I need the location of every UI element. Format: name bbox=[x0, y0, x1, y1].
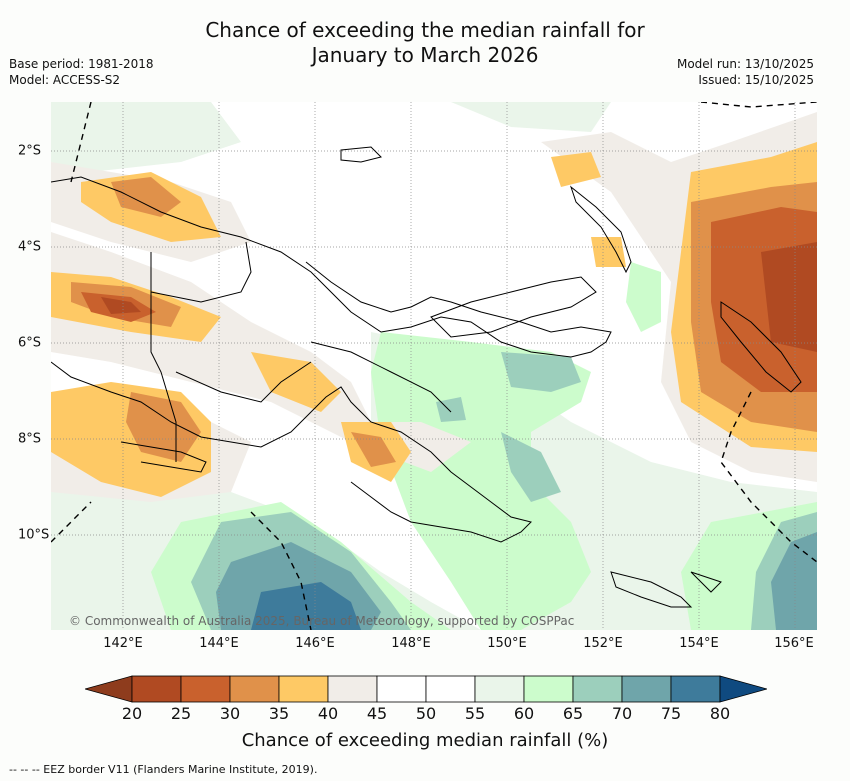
shade-70-southeast bbox=[771, 532, 817, 630]
y-tick-6s: 6°S bbox=[18, 335, 42, 351]
shade-30-gulf bbox=[351, 432, 396, 467]
title-line-2: January to March 2026 bbox=[311, 43, 539, 67]
colorbar-label-65: 65 bbox=[562, 704, 584, 723]
colorbar-segment-3 bbox=[278, 675, 329, 703]
shade-55-north bbox=[51, 102, 241, 172]
new-britain bbox=[430, 276, 597, 338]
x-tick-142: 142°E bbox=[103, 636, 143, 651]
colorbar-label-20: 20 bbox=[121, 704, 143, 723]
meta-left: Base period: 1981-2018 Model: ACCESS-S2 bbox=[9, 56, 154, 88]
base-period: Base period: 1981-2018 bbox=[9, 57, 154, 71]
colorbar-segment-8 bbox=[523, 675, 574, 703]
colorbar bbox=[83, 674, 769, 704]
eez-borders bbox=[51, 102, 817, 630]
colorbar-label-50: 50 bbox=[415, 704, 437, 723]
title-line-1: Chance of exceeding the median rainfall … bbox=[205, 18, 645, 42]
shade-30-southwest bbox=[126, 392, 201, 462]
colorbar-label-35: 35 bbox=[268, 704, 290, 723]
new-guinea-north-coast bbox=[51, 176, 612, 358]
province-border-2 bbox=[175, 361, 312, 403]
x-tick-154: 154°E bbox=[679, 636, 719, 651]
bougainville bbox=[720, 301, 802, 393]
meta-right: Model run: 13/10/2025 Issued: 15/10/2025 bbox=[677, 56, 814, 88]
new-guinea-south-coast bbox=[51, 361, 532, 543]
y-tick-10s: 10°S bbox=[18, 527, 50, 543]
x-tick-148: 148°E bbox=[391, 636, 431, 651]
colorbar-segment-0 bbox=[131, 675, 182, 703]
province-border-1 bbox=[150, 241, 252, 303]
colorbar-segment-10 bbox=[621, 675, 672, 703]
colorbar-segment-7 bbox=[474, 675, 525, 703]
province-border-3 bbox=[310, 341, 452, 413]
colorbar-title: Chance of exceeding median rainfall (%) bbox=[241, 730, 609, 751]
colorbar-label-45: 45 bbox=[366, 704, 388, 723]
model-name: Model: ACCESS-S2 bbox=[9, 73, 121, 87]
small-island-1 bbox=[690, 571, 722, 593]
colorbar-over-arrow bbox=[719, 675, 769, 703]
colorbar-svg bbox=[83, 675, 769, 703]
model-run: Model run: 13/10/2025 bbox=[676, 57, 814, 71]
colorbar-label-30: 30 bbox=[219, 704, 241, 723]
map-title: Chance of exceeding the median rainfall … bbox=[0, 18, 850, 68]
colorbar-segment-6 bbox=[425, 675, 476, 703]
shade-35-newireland bbox=[551, 152, 601, 187]
colorbar-segment-4 bbox=[327, 675, 378, 703]
colorbar-segment-11 bbox=[670, 675, 721, 703]
shade-65-spot bbox=[436, 397, 466, 422]
y-tick-8s: 8°S bbox=[18, 431, 42, 447]
shade-65-centre2 bbox=[501, 432, 561, 502]
x-tick-144: 144°E bbox=[199, 636, 239, 651]
manus-island bbox=[340, 146, 382, 163]
colorbar-segment-2 bbox=[229, 675, 280, 703]
colorbar-label-75: 75 bbox=[660, 704, 682, 723]
coastlines bbox=[51, 146, 802, 608]
colorbar-label-80: 80 bbox=[709, 704, 731, 723]
shade-20-west bbox=[101, 297, 141, 314]
colorbar-label-70: 70 bbox=[611, 704, 633, 723]
map-canvas bbox=[51, 102, 817, 630]
shade-65-centre bbox=[501, 352, 581, 392]
shade-60-east bbox=[626, 262, 661, 332]
colorbar-segment-1 bbox=[180, 675, 231, 703]
y-tick-4s: 4°S bbox=[18, 239, 42, 255]
solomon-islands bbox=[610, 571, 693, 608]
eez-border-east bbox=[720, 391, 817, 563]
colorbar-segment-9 bbox=[572, 675, 623, 703]
eez-border-south bbox=[250, 511, 312, 630]
international-border bbox=[150, 252, 177, 462]
shade-20-east bbox=[761, 242, 817, 352]
shade-55-northcentre bbox=[451, 102, 611, 132]
colorbar-segment-5 bbox=[376, 675, 427, 703]
colorbar-under-arrow bbox=[83, 675, 133, 703]
new-ireland bbox=[569, 185, 632, 274]
x-tick-152: 152°E bbox=[583, 636, 623, 651]
shade-60-centre bbox=[371, 332, 591, 630]
fly-delta-coast bbox=[120, 441, 207, 473]
shade-35-bougainville bbox=[591, 237, 626, 267]
y-tick-2s: 2°S bbox=[18, 143, 42, 159]
copyright-notice: © Commonwealth of Australia 2025, Bureau… bbox=[69, 614, 575, 628]
colorbar-label-25: 25 bbox=[170, 704, 192, 723]
eez-legend: -- -- -- EEZ border V11 (Flanders Marine… bbox=[9, 763, 318, 776]
graticule bbox=[51, 102, 817, 630]
eez-border-sw bbox=[51, 501, 92, 543]
issued-date: Issued: 15/10/2025 bbox=[698, 73, 814, 87]
x-tick-156: 156°E bbox=[774, 636, 814, 651]
x-tick-150: 150°E bbox=[487, 636, 527, 651]
shade-35-central bbox=[251, 352, 341, 412]
eez-border-nw bbox=[70, 102, 92, 183]
colorbar-label-60: 60 bbox=[513, 704, 535, 723]
x-tick-146: 146°E bbox=[295, 636, 335, 651]
rainfall-map bbox=[51, 102, 817, 630]
eez-border-ne bbox=[700, 102, 817, 108]
colorbar-label-55: 55 bbox=[464, 704, 486, 723]
shade-30-north bbox=[111, 177, 181, 217]
colorbar-label-40: 40 bbox=[317, 704, 339, 723]
